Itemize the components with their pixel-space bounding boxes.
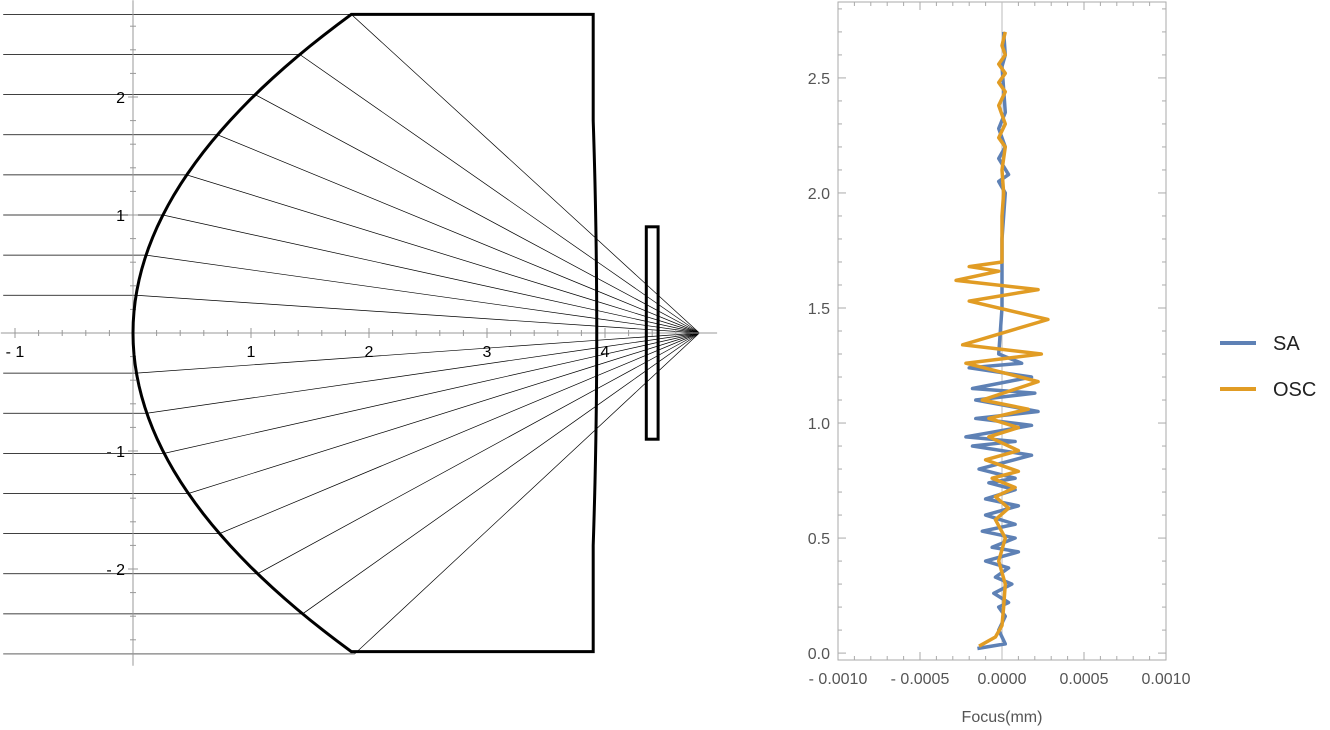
lens-ray-diagram: - 1 1 2 3 4 2 1 - 1 - 2 bbox=[0, 0, 718, 666]
focus-line-chart: - 0.0010 - 0.0005 0.0000 0.0005 0.0010 0.0 0.5… bbox=[808, 1, 1191, 726]
left-x-tick-label: - 1 bbox=[6, 344, 25, 361]
ray bbox=[3, 332, 700, 414]
ray-group bbox=[3, 14, 700, 655]
left-x-tick-label: 3 bbox=[483, 344, 492, 361]
series-group bbox=[954, 31, 1050, 651]
focal-plate bbox=[644, 225, 660, 441]
left-tick-labels: - 1 1 2 3 4 2 1 - 1 - 2 bbox=[6, 90, 610, 579]
y-tick-label: 1.5 bbox=[808, 301, 830, 318]
left-y-tick-label: 1 bbox=[116, 208, 125, 225]
x-tick-label: - 0.0010 bbox=[809, 671, 868, 688]
legend-label: SA bbox=[1273, 333, 1300, 355]
left-x-tick-label: 1 bbox=[247, 344, 256, 361]
legend-label: OSC bbox=[1273, 379, 1316, 401]
left-y-tick-label: - 2 bbox=[106, 562, 125, 579]
ray bbox=[3, 294, 700, 334]
left-y-tick-label: 2 bbox=[116, 90, 125, 107]
left-x-tick-label: 2 bbox=[365, 344, 374, 361]
x-tick-label: 0.0010 bbox=[1142, 671, 1191, 688]
ray bbox=[3, 332, 700, 374]
y-tick-label: 2.0 bbox=[808, 186, 830, 203]
ray bbox=[3, 254, 700, 334]
y-tick-label: 0.5 bbox=[808, 531, 830, 548]
x-tick-label: - 0.0005 bbox=[891, 671, 950, 688]
x-tick-label: 0.0000 bbox=[978, 671, 1027, 688]
legend: SA OSC bbox=[1220, 333, 1316, 401]
x-tick-label: 0.0005 bbox=[1060, 671, 1109, 688]
left-y-tick-label: - 1 bbox=[106, 444, 125, 461]
left-x-tick-label: 4 bbox=[601, 344, 610, 361]
series-line-osc bbox=[954, 31, 1050, 648]
right-tick-labels: - 0.0010 - 0.0005 0.0000 0.0005 0.0010 0.0 0.5… bbox=[808, 71, 1191, 688]
series-line-sa bbox=[964, 31, 1040, 651]
x-axis-title: Focus(mm) bbox=[962, 709, 1043, 726]
lens-outline bbox=[131, 12, 599, 654]
right-ticks bbox=[837, 2, 1167, 660]
y-tick-label: 2.5 bbox=[808, 71, 830, 88]
y-tick-label: 0.0 bbox=[808, 646, 830, 663]
y-tick-label: 1.0 bbox=[808, 416, 830, 433]
